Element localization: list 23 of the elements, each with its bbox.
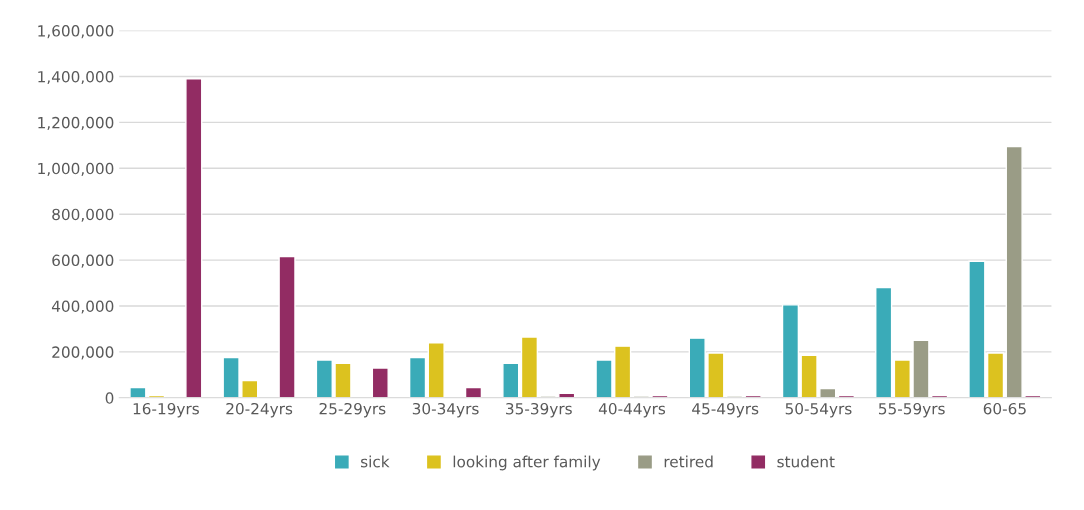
y-tick-label: 1,600,000 xyxy=(38,25,114,39)
x-tick-label: 20-24yrs xyxy=(226,402,293,418)
x-tick-label: 45-49yrs xyxy=(692,402,759,418)
y-tick-label: 1,400,000 xyxy=(38,70,114,85)
x-tick-label: 60-65 xyxy=(983,402,1026,415)
x-tick-label: 40-44yrs xyxy=(598,402,666,418)
x-tick-label: 30-34yrs xyxy=(412,402,479,418)
y-tick-label: 0 xyxy=(105,392,114,404)
x-tick-label: 50-54yrs xyxy=(785,402,852,418)
x-tick-label: 35-39yrs xyxy=(506,402,572,418)
y-tick-label: 1,000,000 xyxy=(38,162,114,176)
y-tick-label: 200,000 xyxy=(52,346,114,360)
y-tick-label: 400,000 xyxy=(51,300,114,314)
x-tick-label: 16-19yrs xyxy=(133,402,199,418)
y-tick-label: 1,200,000 xyxy=(38,116,114,130)
x-tick-label: 55-59yrs xyxy=(878,402,945,418)
legend-label: retired xyxy=(664,455,713,468)
x-tick-label: 25-29yrs xyxy=(319,402,386,418)
y-tick-label: 800,000 xyxy=(52,208,114,222)
legend-label: sick xyxy=(361,455,390,468)
legend-label: looking after family xyxy=(453,455,601,471)
legend-label: student xyxy=(777,455,835,468)
y-tick-label: 600,000 xyxy=(52,254,114,268)
